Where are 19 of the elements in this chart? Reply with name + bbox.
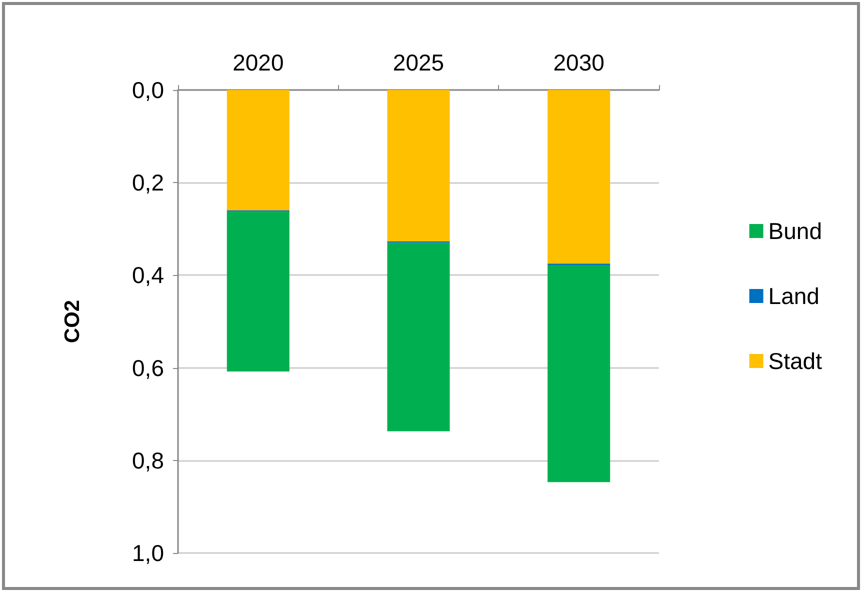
bar <box>387 242 450 432</box>
y-axis-title: CO2 <box>61 300 84 344</box>
bar <box>226 212 290 372</box>
y-tick-label: 0,8 <box>132 447 164 474</box>
x-tick-label: 2030 <box>553 50 604 76</box>
bar <box>387 90 450 242</box>
legend-label: Bund <box>768 218 822 244</box>
bar <box>226 90 290 210</box>
bar <box>548 265 610 482</box>
y-tick-label: 0,2 <box>132 170 164 196</box>
legend-label: Stadt <box>768 348 823 374</box>
y-tick-label: 0,0 <box>132 77 164 103</box>
x-tick-label: 2025 <box>392 50 444 76</box>
x-tick-label: 2020 <box>232 50 284 76</box>
legend-label: Land <box>768 283 820 309</box>
y-tick-label: 1,0 <box>132 540 164 566</box>
y-tick-label: 0,4 <box>132 262 164 288</box>
y-tick-label: 0,6 <box>132 354 164 381</box>
bar <box>548 90 610 264</box>
